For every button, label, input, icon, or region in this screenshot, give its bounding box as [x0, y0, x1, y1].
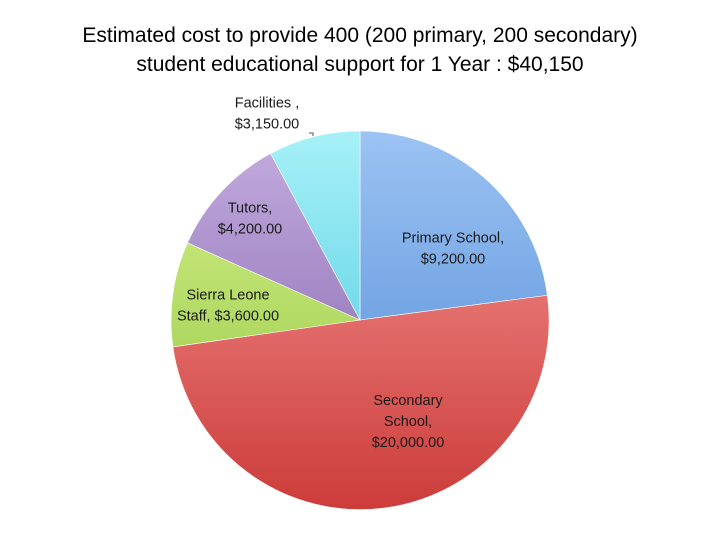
slice-label-line: $4,200.00: [218, 222, 283, 238]
slice-label-line: Staff, $3,600.00: [177, 309, 279, 325]
pie-slice-secondary-school: [172, 294, 550, 510]
slice-label-secondary-school: Secondary School, $20,000.00: [372, 393, 445, 451]
slice-label-line: Sierra Leone: [186, 288, 269, 304]
pie-slice-sierra-leone-staff: [170, 242, 362, 348]
slice-label-line: Tutors,: [228, 201, 273, 217]
slice-label-primary-school: Primary School, $9,200.00: [402, 231, 504, 268]
slice-label-line: School,: [384, 414, 432, 430]
facilities-leader-line: [309, 132, 314, 136]
slice-label-line: $9,200.00: [421, 252, 486, 268]
chart-title-line-1: Estimated cost to provide 400 (200 prima…: [82, 24, 637, 47]
slice-label-tutors: Tutors, $4,200.00: [218, 201, 283, 238]
slice-label-facilities: Facilities , $3,150.00: [235, 96, 300, 133]
chart-title-line-2: student educational support for 1 Year :…: [136, 53, 583, 76]
pie-slice-tutors: [187, 153, 361, 321]
pie-slice-facilities: [270, 130, 361, 321]
slice-label-sierra-leone-staff: Sierra Leone Staff, $3,600.00: [177, 288, 279, 325]
pie-slice-primary-school: [359, 130, 548, 321]
slice-label-line: $3,150.00: [235, 117, 300, 133]
slice-labels: Primary School, $9,200.00 Secondary School,…: [177, 96, 504, 452]
chart-title: Estimated cost to provide 400 (200 prima…: [82, 24, 637, 76]
pie-slices: [170, 130, 550, 510]
slice-label-line: Facilities ,: [235, 96, 299, 112]
slice-label-line: Primary School,: [402, 231, 504, 247]
slice-label-line: Secondary: [373, 393, 443, 409]
slice-label-line: $20,000.00: [372, 435, 445, 451]
